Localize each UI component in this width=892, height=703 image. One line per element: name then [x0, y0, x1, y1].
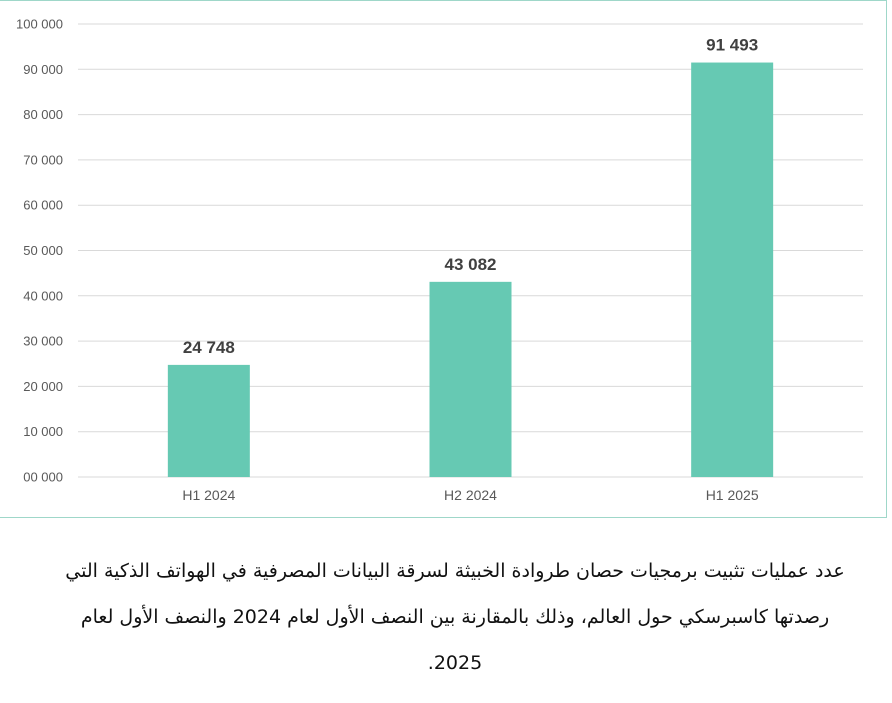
caption-line-3: 2025.: [427, 652, 483, 674]
y-tick-label: 30 000: [23, 334, 63, 349]
x-category-label: H2 2024: [444, 487, 497, 503]
chart-frame: 00 000 10 000 20 000 30 000 40 000 50 000 60 0…: [0, 0, 887, 518]
caption-line-1: عدد عمليات تثبيت برمجيات حصان طروادة الخ…: [65, 560, 845, 582]
data-label: 91 493: [706, 36, 758, 55]
y-tick-label: 10 000: [23, 424, 63, 439]
y-tick-label: 40 000: [23, 288, 63, 303]
caption-line-2: رصدتها كاسبرسكي حول العالم، وذلك بالمقار…: [80, 606, 830, 628]
bar: [167, 364, 250, 477]
x-category-label: H1 2025: [706, 487, 759, 503]
y-tick-label: 60 000: [23, 198, 63, 213]
y-tick-label: 50 000: [23, 243, 63, 258]
bar: [429, 281, 512, 477]
bar: [691, 62, 774, 477]
chart-caption: عدد عمليات تثبيت برمجيات حصان طروادة الخ…: [0, 548, 892, 686]
y-tick-label: 20 000: [23, 379, 63, 394]
y-tick-label: 00 000: [23, 470, 63, 485]
data-label: 43 082: [445, 255, 497, 274]
x-category-label: H1 2024: [182, 487, 235, 503]
data-label: 24 748: [183, 338, 235, 357]
y-tick-label: 70 000: [23, 152, 63, 167]
y-tick-label: 90 000: [23, 62, 63, 77]
y-tick-label: 100 000: [16, 17, 63, 32]
y-tick-label: 80 000: [23, 107, 63, 122]
bar-chart: 00 000 10 000 20 000 30 000 40 000 50 000 60 0…: [16, 17, 863, 503]
